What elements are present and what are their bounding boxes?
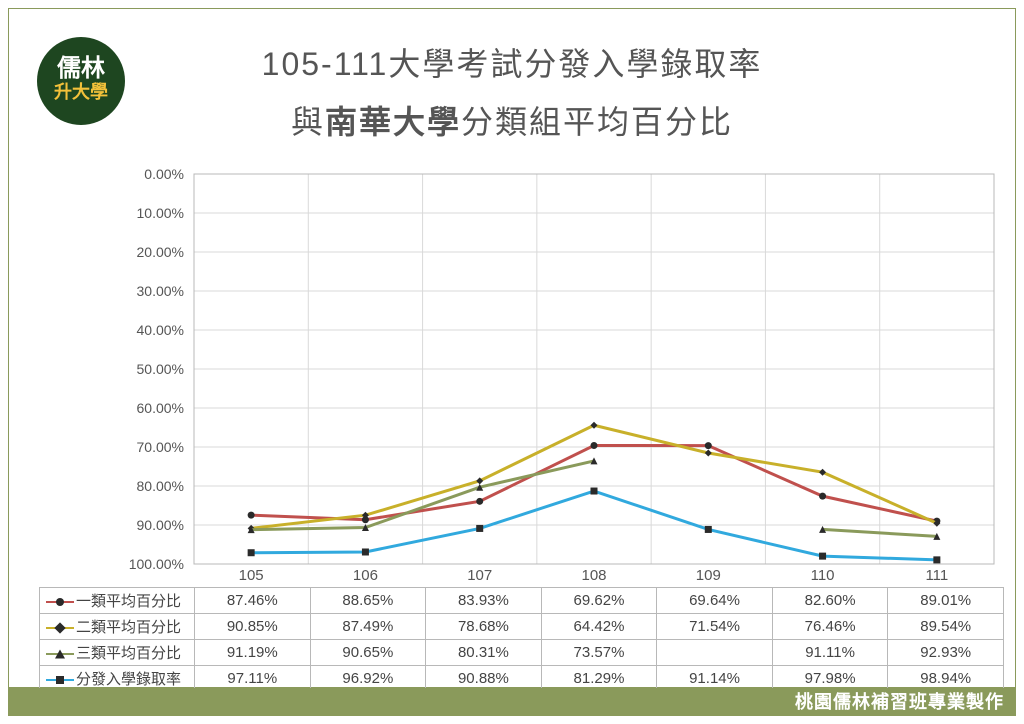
table-cell bbox=[657, 640, 773, 666]
table-cell: 76.46% bbox=[772, 614, 888, 640]
svg-text:90.00%: 90.00% bbox=[137, 517, 184, 533]
svg-text:107: 107 bbox=[467, 567, 492, 584]
title-line-1: 105-111大學考試分發入學錄取率 bbox=[9, 39, 1015, 85]
svg-text:111: 111 bbox=[925, 567, 948, 584]
svg-text:10.00%: 10.00% bbox=[137, 205, 184, 221]
footer-bar: 桃園儒林補習班專業製作 bbox=[8, 688, 1016, 716]
table-cell: 92.93% bbox=[888, 640, 1004, 666]
table-cell: 83.93% bbox=[426, 588, 542, 614]
svg-text:0.00%: 0.00% bbox=[144, 169, 184, 182]
svg-text:40.00%: 40.00% bbox=[137, 322, 184, 338]
table-row: 三類平均百分比91.19%90.65%80.31%73.57% 91.11%92.… bbox=[40, 640, 1004, 666]
table-cell: 71.54% bbox=[657, 614, 773, 640]
svg-text:105: 105 bbox=[239, 567, 264, 584]
title-line-2: 與南華大學分類組平均百分比 bbox=[9, 97, 1015, 143]
table-cell: 91.19% bbox=[195, 640, 311, 666]
svg-text:50.00%: 50.00% bbox=[137, 361, 184, 377]
legend-cell: 三類平均百分比 bbox=[40, 640, 195, 666]
chart-frame: 儒林 升大學 105-111大學考試分發入學錄取率 與南華大學分類組平均百分比 … bbox=[8, 8, 1016, 688]
svg-text:100.00%: 100.00% bbox=[129, 556, 184, 572]
svg-text:60.00%: 60.00% bbox=[137, 400, 184, 416]
table-row: 二類平均百分比90.85%87.49%78.68%64.42%71.54%76.… bbox=[40, 614, 1004, 640]
data-table: 一類平均百分比87.46%88.65%83.93%69.62%69.64%82.… bbox=[39, 587, 1004, 692]
table-cell: 80.31% bbox=[426, 640, 542, 666]
line-chart: 0.00% 10.00% 20.00% 30.00% 40.00% 50.00% 60.00… bbox=[39, 169, 1004, 584]
table-cell: 69.62% bbox=[541, 588, 657, 614]
table-cell: 91.11% bbox=[772, 640, 888, 666]
table-cell: 88.65% bbox=[310, 588, 426, 614]
svg-text:109: 109 bbox=[696, 567, 721, 584]
svg-text:110: 110 bbox=[811, 567, 835, 584]
table-cell: 82.60% bbox=[772, 588, 888, 614]
table-cell: 89.54% bbox=[888, 614, 1004, 640]
table-cell: 87.46% bbox=[195, 588, 311, 614]
table-cell: 90.65% bbox=[310, 640, 426, 666]
chart-title: 105-111大學考試分發入學錄取率 與南華大學分類組平均百分比 bbox=[9, 39, 1015, 143]
table-cell: 69.64% bbox=[657, 588, 773, 614]
svg-text:70.00%: 70.00% bbox=[137, 439, 184, 455]
table-cell: 89.01% bbox=[888, 588, 1004, 614]
svg-text:20.00%: 20.00% bbox=[137, 244, 184, 260]
table-cell: 90.85% bbox=[195, 614, 311, 640]
legend-cell: 一類平均百分比 bbox=[40, 588, 195, 614]
svg-text:80.00%: 80.00% bbox=[137, 478, 184, 494]
table-cell: 78.68% bbox=[426, 614, 542, 640]
svg-text:106: 106 bbox=[353, 567, 378, 584]
svg-text:108: 108 bbox=[581, 567, 606, 584]
table-row: 一類平均百分比87.46%88.65%83.93%69.62%69.64%82.… bbox=[40, 588, 1004, 614]
table-cell: 87.49% bbox=[310, 614, 426, 640]
table-cell: 64.42% bbox=[541, 614, 657, 640]
svg-text:30.00%: 30.00% bbox=[137, 283, 184, 299]
legend-cell: 二類平均百分比 bbox=[40, 614, 195, 640]
table-cell: 73.57% bbox=[541, 640, 657, 666]
footer-text: 桃園儒林補習班專業製作 bbox=[795, 692, 1004, 712]
